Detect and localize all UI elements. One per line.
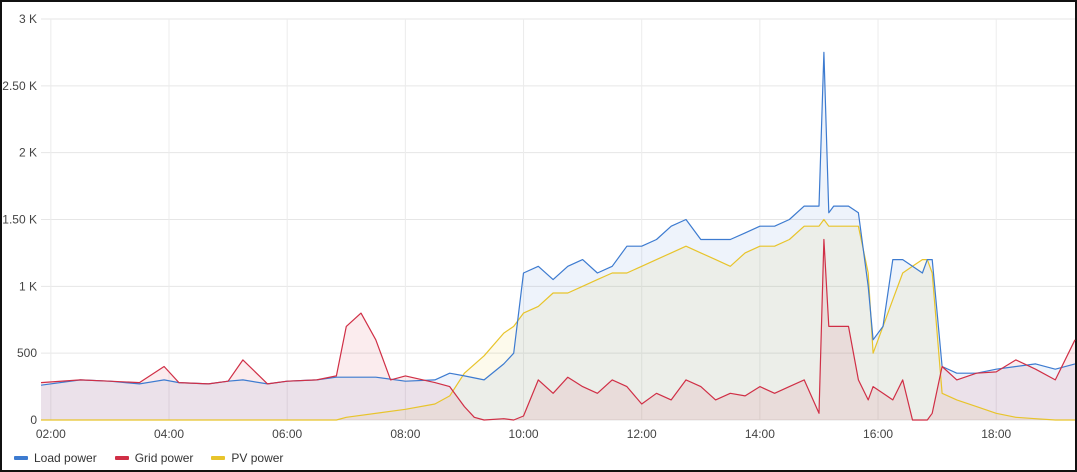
x-tick-label: 16:00 [863,427,893,441]
y-tick-label: 1.50 K [2,213,37,227]
x-tick-label: 02:00 [36,427,66,441]
x-tick-label: 08:00 [390,427,420,441]
legend-item-grid-power[interactable]: Grid power [114,451,194,465]
legend-swatch [14,456,28,460]
x-tick-label: 14:00 [745,427,775,441]
series-lines [40,51,1076,421]
series-area-grid-power [41,239,1075,420]
legend-item-load-power[interactable]: Load power [14,451,97,465]
series-line-pv-power[interactable] [41,218,1075,421]
x-tick-label: 10:00 [509,427,539,441]
legend-item-pv-power[interactable]: PV power [211,451,283,465]
legend-label: Grid power [134,451,194,465]
legend-label: Load power [34,451,97,465]
series-areas [41,52,1075,421]
legend-label: PV power [231,451,284,465]
series-line-grid-power[interactable] [40,238,1076,421]
x-tick-label: 12:00 [627,427,657,441]
legend-swatch [211,456,226,460]
y-axis-ticks: 0 500 1 K 1.50 K 2 K 2.50 K 3 K [2,12,37,427]
x-tick-label: 06:00 [272,427,302,441]
y-tick-label: 2 K [19,146,37,160]
legend-swatch [114,456,129,460]
y-tick-label: 0 [30,413,37,427]
legend: Load power Grid power PV power [14,451,283,465]
series-area-pv-power [41,219,1075,420]
x-tick-label: 04:00 [154,427,184,441]
y-tick-label: 2.50 K [2,79,37,93]
y-tick-label: 3 K [19,12,37,26]
x-axis-ticks: 02:00 04:00 06:00 08:00 10:00 12:00 14:00 16:00… [36,427,1012,441]
y-tick-label: 500 [17,346,37,360]
x-tick-label: 18:00 [981,427,1011,441]
series-area-load-power [41,52,1075,421]
y-tick-label: 1 K [19,279,37,293]
